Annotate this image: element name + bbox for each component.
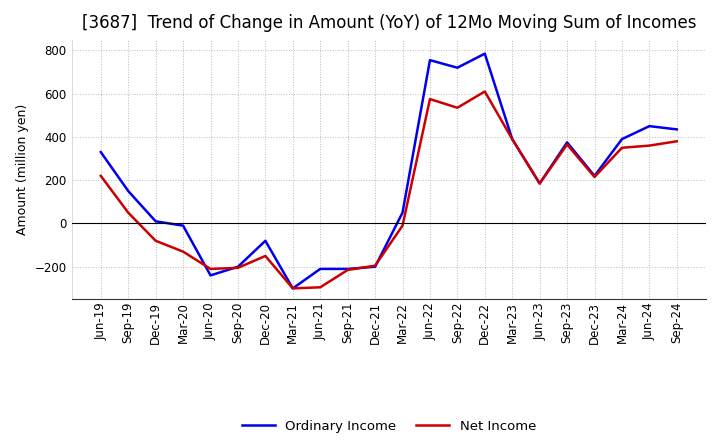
Ordinary Income <box>124 188 132 194</box>
Ordinary Income <box>316 266 325 271</box>
Ordinary Income <box>590 173 599 179</box>
Net Income <box>343 268 352 273</box>
Net Income <box>563 142 572 147</box>
Ordinary Income <box>233 264 242 269</box>
Line: Net Income: Net Income <box>101 92 677 288</box>
Net Income <box>289 286 297 291</box>
Y-axis label: Amount (million yen): Amount (million yen) <box>16 104 29 235</box>
Ordinary Income <box>426 58 434 63</box>
Ordinary Income <box>508 136 516 142</box>
Net Income <box>672 139 681 144</box>
Net Income <box>590 174 599 180</box>
Net Income <box>645 143 654 148</box>
Net Income <box>206 266 215 271</box>
Ordinary Income <box>398 210 407 215</box>
Ordinary Income <box>672 127 681 132</box>
Legend: Ordinary Income, Net Income: Ordinary Income, Net Income <box>236 415 541 438</box>
Ordinary Income <box>645 124 654 129</box>
Net Income <box>179 249 187 254</box>
Net Income <box>536 181 544 186</box>
Net Income <box>233 265 242 271</box>
Net Income <box>508 136 516 142</box>
Net Income <box>453 105 462 110</box>
Ordinary Income <box>261 238 270 243</box>
Title: [3687]  Trend of Change in Amount (YoY) of 12Mo Moving Sum of Incomes: [3687] Trend of Change in Amount (YoY) o… <box>81 15 696 33</box>
Net Income <box>618 145 626 150</box>
Ordinary Income <box>618 136 626 142</box>
Line: Ordinary Income: Ordinary Income <box>101 54 677 288</box>
Ordinary Income <box>289 286 297 291</box>
Net Income <box>151 238 160 243</box>
Ordinary Income <box>563 140 572 145</box>
Ordinary Income <box>96 150 105 155</box>
Ordinary Income <box>480 51 489 56</box>
Net Income <box>261 253 270 259</box>
Ordinary Income <box>179 223 187 228</box>
Net Income <box>426 96 434 102</box>
Ordinary Income <box>453 65 462 70</box>
Net Income <box>316 285 325 290</box>
Ordinary Income <box>151 219 160 224</box>
Net Income <box>124 210 132 215</box>
Ordinary Income <box>536 181 544 186</box>
Ordinary Income <box>206 273 215 278</box>
Net Income <box>96 173 105 179</box>
Net Income <box>371 263 379 268</box>
Ordinary Income <box>343 266 352 271</box>
Net Income <box>398 223 407 228</box>
Ordinary Income <box>371 264 379 269</box>
Net Income <box>480 89 489 94</box>
